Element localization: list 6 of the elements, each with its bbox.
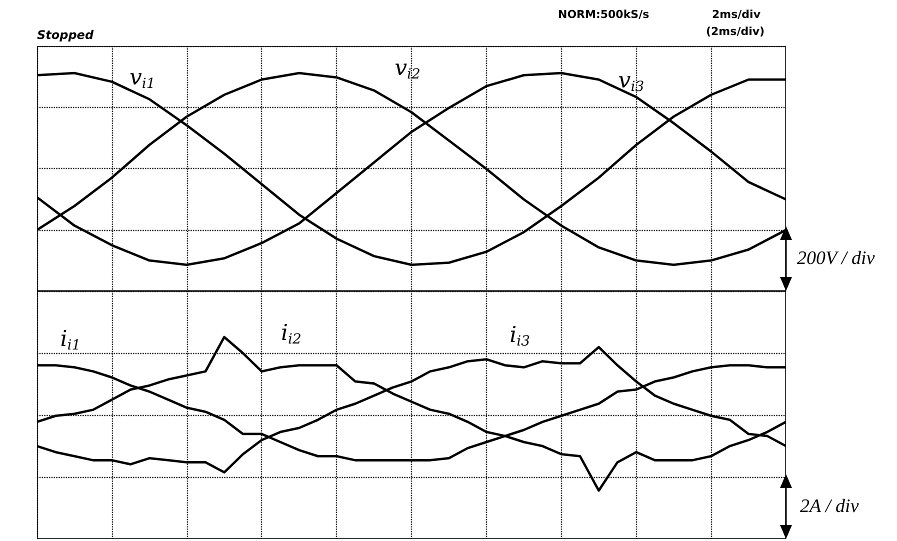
text: 200V / div <box>797 248 875 270</box>
text: NORM:500kS/s <box>558 8 650 21</box>
text: (2ms/div) <box>706 25 765 38</box>
text: Stopped <box>37 28 94 42</box>
text: 2ms/div <box>712 8 760 21</box>
text: 2A / div <box>800 496 859 518</box>
